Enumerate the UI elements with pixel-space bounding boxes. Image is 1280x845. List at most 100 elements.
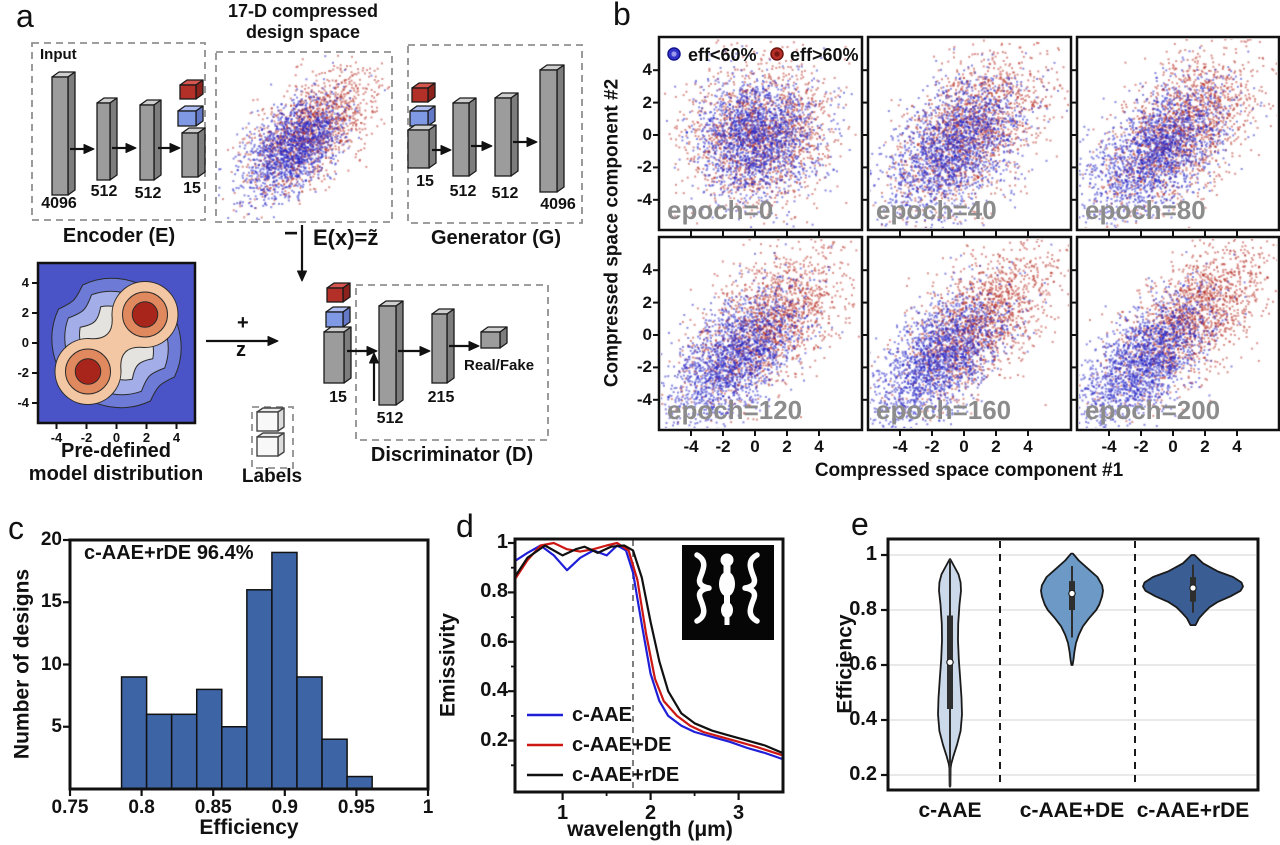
b-xtick-label: 4 — [814, 437, 824, 456]
contour-ytick-label: 4 — [21, 275, 29, 290]
e-category-caae-rde: c-AAE+rDE — [1136, 799, 1250, 822]
histogram-bar-9 — [346, 775, 373, 790]
b-xtick-label: -4 — [683, 437, 699, 456]
b-xtick-label: 0 — [750, 437, 760, 456]
discriminator-layer-size-215: 215 — [427, 389, 455, 406]
contour-ytick-label: 2 — [21, 305, 29, 320]
violin-1-iqr-box — [1069, 581, 1075, 610]
b-ytick-label: -2 — [636, 157, 652, 177]
labels-cube-2-top — [256, 432, 285, 438]
inset-totem-neck2 — [724, 594, 730, 604]
generator-red-cube-side — [427, 82, 436, 103]
b-xtick-label: -4 — [1101, 437, 1117, 456]
labels-cube-1-front — [256, 411, 279, 432]
legend-label-low-eff: eff<60% — [688, 45, 757, 65]
encoder-layer-size-512b: 512 — [134, 185, 162, 202]
epoch-160-label: epoch=160 — [876, 395, 1012, 425]
violin-1-median-dot — [1068, 589, 1076, 598]
histogram-bar-8 — [321, 738, 348, 790]
discriminator-blue-cube-front — [325, 311, 344, 328]
contour-level-5-b — [131, 301, 159, 328]
panel-label-c: c — [8, 510, 24, 546]
histogram-bar-7 — [296, 676, 323, 790]
encoder-bar-4096-side — [67, 71, 76, 196]
c-y-axis-title: Number of designs — [10, 568, 34, 760]
d-y-axis-title: Emissivity — [436, 613, 460, 717]
encoder-bar-15-top — [181, 127, 206, 134]
histogram-bar-1 — [145, 713, 173, 790]
generator-cube-15-front — [407, 129, 430, 169]
violin-2 — [1142, 554, 1244, 626]
c-xtick-label: 0.75 — [51, 797, 89, 818]
discriminator-arrow-3-head — [468, 341, 480, 351]
discriminator-bar-215-side — [446, 308, 455, 384]
d-curve-2 — [516, 544, 782, 754]
d-xtick-label: 2 — [645, 802, 657, 824]
b-xtick-label: -2 — [924, 437, 940, 456]
violin-2-median-dot — [1189, 584, 1197, 592]
contour-xtick-label: -2 — [80, 430, 93, 445]
contour-level-1 — [64, 290, 169, 396]
z-prior-label: z — [236, 339, 246, 361]
encoder-bar-4096-front — [51, 76, 69, 196]
encoder-arrow-1-head — [83, 144, 95, 154]
discriminator-output-cube-front — [480, 331, 501, 349]
generator-caption: Generator (G) — [430, 227, 562, 249]
contour-xtick-label: 4 — [172, 430, 181, 445]
inset-totem-top — [720, 553, 734, 567]
generator-layer-size-512a: 512 — [449, 183, 477, 200]
e-ytick-label: 0.6 — [849, 653, 877, 675]
histogram-bar-3 — [195, 688, 223, 790]
encoder-layer-size-4096: 4096 — [41, 195, 77, 212]
b-xtick-label: -2 — [1133, 437, 1149, 456]
c-xtick-label: 0.85 — [194, 797, 232, 818]
b-ytick-label: 2 — [642, 92, 652, 112]
generator-layer-size-4096: 4096 — [540, 196, 576, 213]
generator-cube-15-side — [428, 124, 437, 169]
epoch-200-label: epoch=200 — [1085, 395, 1221, 425]
contour-level-0 — [51, 277, 182, 409]
discriminator-caption: Discriminator (D) — [370, 444, 534, 466]
b-ytick-label: 2 — [642, 292, 652, 312]
encode-down-arrow-head — [297, 270, 307, 282]
d-legend-caae-rde: c-AAE+rDE — [572, 764, 680, 786]
generator-bar-512a-front — [452, 102, 470, 177]
encoder-input-label: Input — [40, 46, 77, 63]
c-ytick-label: 10 — [40, 653, 62, 675]
discriminator-bar-215-top — [431, 308, 455, 315]
d-x-axis-title: wavelength (μm) — [567, 818, 733, 841]
epoch-0-label: epoch=0 — [667, 195, 774, 225]
generator-bar-4096-side — [556, 64, 565, 193]
encoder-layer-size-512a: 512 — [90, 183, 118, 200]
encoder-bar-512a-top — [96, 97, 118, 104]
discriminator-cube-15-top — [323, 326, 352, 333]
contour-level-3 — [54, 281, 179, 405]
generator-bar-512a-side — [468, 97, 477, 177]
epoch-120-label: epoch=120 — [667, 395, 803, 425]
d-inset-pattern — [694, 552, 760, 625]
b-ytick-label: 0 — [642, 125, 652, 144]
encoder-equation: E(x)=z̃ — [313, 225, 379, 250]
encoder-bar-15-side — [197, 127, 206, 178]
prior-caption-line1: Pre-defined — [60, 440, 172, 462]
labels-box — [251, 406, 294, 469]
prior-caption-line2: model distribution — [28, 463, 204, 485]
minus-sign: − — [284, 220, 299, 247]
generator-bar-512b-side — [510, 92, 519, 177]
c-xtick-label: 0.95 — [337, 797, 375, 818]
d-inset-design-image — [682, 545, 774, 640]
generator-layer-size-15: 15 — [416, 173, 434, 190]
discriminator-output-cube-side — [499, 326, 508, 349]
inset-right-bracket — [742, 552, 760, 624]
discriminator-red-cube-side — [342, 282, 351, 303]
generator-bar-4096-front — [539, 69, 558, 193]
e-category-caae-de: c-AAE+DE — [1019, 799, 1125, 822]
generator-blue-cube-side — [427, 105, 436, 127]
e-category-caae: c-AAE — [918, 799, 982, 822]
encoder-bar-512b-side — [153, 99, 162, 181]
labels-cube-2-side — [277, 432, 285, 457]
encoder-red-cube-front — [179, 84, 197, 100]
b-xtick-label: 0 — [959, 437, 969, 456]
contour-xtick-label: -4 — [50, 430, 63, 445]
